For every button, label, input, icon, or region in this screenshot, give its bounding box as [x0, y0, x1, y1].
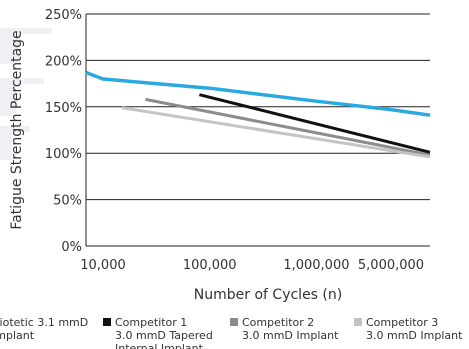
legend-label-line: Competitor 1	[115, 316, 187, 329]
legend-swatch	[103, 318, 111, 326]
legend-label-line: 3.0 mmD Tapered	[115, 329, 213, 342]
legend-label-line: Competitor 2	[242, 316, 314, 329]
legend-label-line: 3.0 mmD Implant	[242, 329, 339, 342]
y-tick-label: 200%	[45, 54, 82, 69]
watermark-logo	[0, 28, 52, 160]
legend-label-line: 3.0 mmD Implant	[366, 329, 463, 342]
x-axis-title: Number of Cycles (n)	[194, 287, 342, 303]
y-tick-label: 0%	[61, 240, 82, 255]
series-line-2	[199, 93, 431, 154]
x-tick-label: 10,000	[80, 258, 126, 273]
legend-item-4: Competitor 33.0 mmD Implant	[354, 316, 463, 342]
legend-label-line: Internal Implant	[115, 342, 204, 349]
y-tick-label: 150%	[45, 101, 82, 116]
y-tick-label: 250%	[45, 8, 82, 23]
legend-item-3: Competitor 23.0 mmD Implant	[230, 316, 339, 342]
legend-label-line: Implant	[0, 329, 35, 342]
x-tick-label: 1,000,000	[283, 258, 349, 273]
legend-swatch	[230, 318, 238, 326]
legend-label-line: Competitor 3	[366, 316, 438, 329]
series-line-3	[145, 97, 431, 157]
series-line-4	[121, 106, 431, 159]
y-tick-label: 50%	[53, 194, 82, 209]
y-axis-title: Fatigue Strength Percentage	[9, 30, 25, 229]
series-line-1	[85, 70, 431, 117]
legend-label-line: Biotetic 3.1 mmD	[0, 316, 88, 329]
x-tick-label: 5,000,000	[358, 258, 424, 273]
x-tick-label: 100,000	[183, 258, 237, 273]
y-tick-label: 100%	[45, 147, 82, 162]
legend-swatch	[354, 318, 362, 326]
